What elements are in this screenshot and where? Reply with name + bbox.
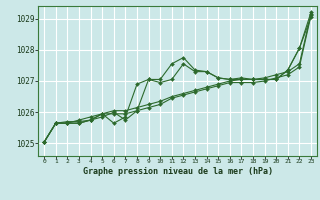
X-axis label: Graphe pression niveau de la mer (hPa): Graphe pression niveau de la mer (hPa) bbox=[83, 167, 273, 176]
